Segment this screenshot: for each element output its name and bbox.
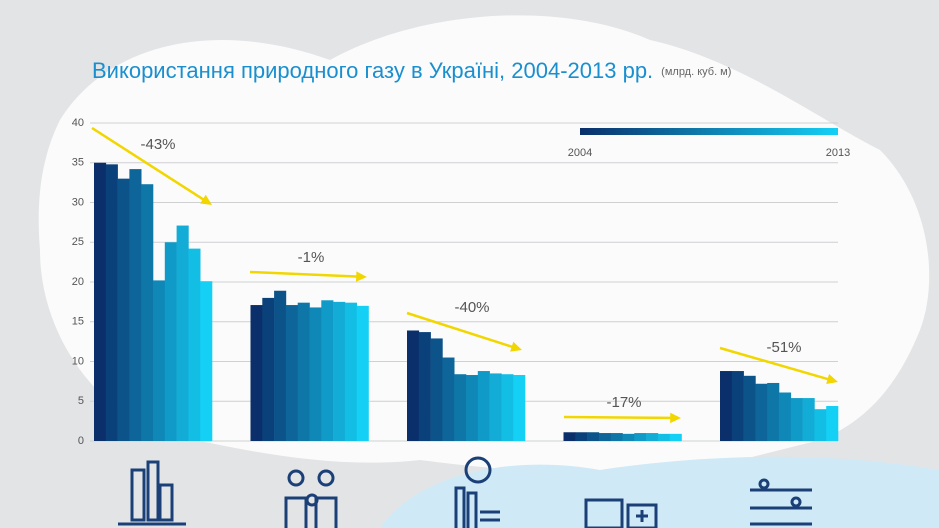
bar <box>262 297 275 441</box>
trend-arrow <box>91 126 206 202</box>
legend-start: 2004 <box>568 147 592 159</box>
arrow-head <box>670 412 681 424</box>
bar <box>321 300 334 441</box>
y-tick-label: 25 <box>72 236 84 248</box>
annotation: -40% <box>454 299 489 316</box>
legend-bar <box>580 128 838 135</box>
y-tick-label: 40 <box>72 117 84 129</box>
bar <box>720 371 733 441</box>
y-tick-label: 30 <box>72 196 84 208</box>
y-tick-label: 35 <box>72 157 84 169</box>
bar <box>176 225 189 441</box>
bar <box>513 375 526 441</box>
bar <box>477 371 490 441</box>
bar <box>466 375 479 441</box>
plot-area: 0 5 10 15 20 25 30 35 40 2004 2013 -43% -1% -40% -17% -… <box>72 117 850 447</box>
bar <box>575 432 588 441</box>
y-tick-label: 15 <box>72 316 84 328</box>
bar <box>141 184 154 441</box>
trend-arrow <box>719 346 831 381</box>
bar <box>333 301 346 441</box>
icons <box>118 456 812 528</box>
bar <box>418 332 431 441</box>
icon-population <box>284 469 338 528</box>
bar <box>94 162 107 441</box>
bar <box>755 383 768 441</box>
bar <box>274 290 287 441</box>
y-tick-label: 20 <box>72 276 84 288</box>
sea <box>380 456 939 528</box>
legend-end: 2013 <box>826 147 850 159</box>
trend-arrow <box>563 415 674 420</box>
arrow-head <box>826 373 838 385</box>
y-tick-label: 10 <box>72 355 84 367</box>
trend-arrow <box>406 311 515 349</box>
arrow-head <box>355 271 367 282</box>
bar <box>309 307 322 441</box>
annotation: -43% <box>140 136 175 153</box>
arrow-head <box>200 194 212 205</box>
bar <box>826 406 839 441</box>
bar <box>285 305 298 441</box>
bar <box>188 248 201 441</box>
bar <box>129 169 142 442</box>
bar <box>105 164 118 441</box>
bar <box>563 432 576 441</box>
bar <box>814 409 827 441</box>
y-tick-label: 0 <box>78 435 84 447</box>
bar <box>610 433 623 441</box>
chart-title: Використання природного газу в Україні, … <box>92 58 653 83</box>
bar <box>200 281 213 441</box>
bar <box>622 433 635 441</box>
icon-utilities <box>584 498 658 528</box>
icon-pipeline <box>750 478 812 526</box>
bar <box>489 373 502 441</box>
icon-industry <box>118 460 186 526</box>
bar <box>598 433 611 441</box>
bar <box>344 302 357 441</box>
bar <box>634 433 647 441</box>
arrow-head <box>510 341 522 352</box>
bar <box>669 433 682 441</box>
bar <box>407 330 420 441</box>
bar <box>153 280 166 441</box>
bar <box>430 338 443 441</box>
bar <box>297 302 310 441</box>
bar <box>779 392 792 441</box>
icon-energy <box>454 456 500 528</box>
bar <box>356 305 369 441</box>
bar <box>442 357 455 441</box>
bar <box>790 398 803 441</box>
bar <box>587 432 600 441</box>
bar <box>646 433 659 441</box>
unit-label: (млрд. куб. м) <box>661 66 731 78</box>
annotation: -1% <box>298 249 325 266</box>
bar <box>164 242 177 441</box>
bar <box>743 375 756 441</box>
annotation: -17% <box>606 394 641 411</box>
trend-arrow <box>249 270 360 278</box>
bar <box>501 374 514 441</box>
bar <box>117 178 130 441</box>
annotation: -51% <box>766 339 801 356</box>
bar <box>767 382 780 441</box>
bar <box>731 371 744 441</box>
chart-title-group: Використання природного газу в Україні, … <box>92 58 731 83</box>
bar <box>657 433 670 441</box>
y-tick-label: 5 <box>78 395 84 407</box>
bar <box>250 305 263 441</box>
bar <box>454 374 467 441</box>
bar <box>802 398 815 441</box>
